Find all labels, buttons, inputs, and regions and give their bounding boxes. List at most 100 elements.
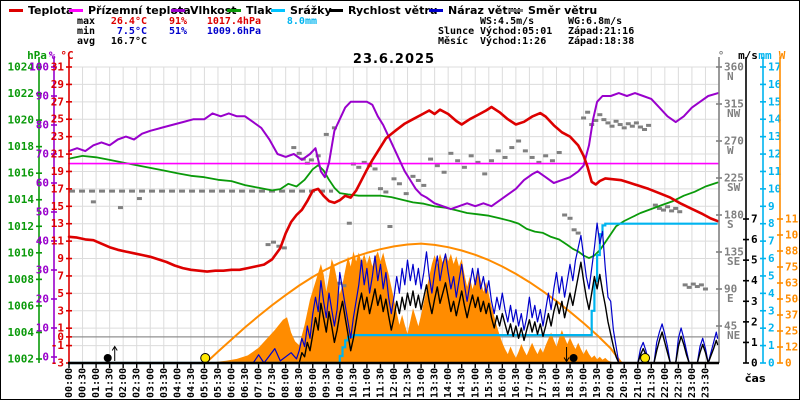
pct-axis-header: % bbox=[49, 49, 56, 62]
legend-item-p-zemn-teplota: Přízemní teplota bbox=[69, 4, 191, 17]
svg-text:1134: 1134 bbox=[785, 213, 800, 226]
svg-text:04:30: 04:30 bbox=[186, 368, 197, 398]
svg-text:06:00: 06:00 bbox=[227, 368, 238, 398]
moon-label: Měsíc bbox=[438, 36, 469, 47]
svg-text:13:30: 13:30 bbox=[430, 368, 441, 398]
legend-label: Tlak bbox=[246, 3, 273, 17]
svg-text:19:30: 19:30 bbox=[592, 368, 603, 398]
svg-text:6: 6 bbox=[768, 252, 775, 265]
stats-row-max: max 26.4°C 91% 1017.4hPa 8.0mm bbox=[77, 17, 317, 27]
wind-gust-stat: WG:6.8m/s bbox=[568, 16, 623, 27]
moonrise-time: Východ:1:26 bbox=[480, 36, 547, 47]
svg-text:1008: 1008 bbox=[8, 273, 35, 286]
sunset-sun-icon bbox=[640, 353, 651, 363]
svg-text:01:00: 01:00 bbox=[91, 368, 102, 398]
svg-text:20: 20 bbox=[36, 293, 49, 306]
svg-text:10:00: 10:00 bbox=[335, 368, 346, 398]
stats-row-sun: Slunce Východ:05:01 Západ:21:16 bbox=[438, 27, 648, 37]
humidity-series bbox=[68, 92, 720, 211]
svg-text:0: 0 bbox=[57, 330, 64, 343]
svg-text:6: 6 bbox=[751, 233, 758, 246]
min-temperature: 7.5°C bbox=[116, 26, 147, 37]
svg-text:19: 19 bbox=[51, 165, 64, 178]
svg-text:1020: 1020 bbox=[8, 114, 35, 127]
svg-text:08:00: 08:00 bbox=[281, 368, 292, 398]
legend-line-icon bbox=[171, 8, 185, 12]
svg-text:16:30: 16:30 bbox=[511, 368, 522, 398]
svg-text:11:30: 11:30 bbox=[375, 368, 386, 398]
svg-text:2: 2 bbox=[768, 322, 775, 335]
svg-text:1: 1 bbox=[751, 336, 758, 349]
svg-text:360: 360 bbox=[724, 61, 744, 74]
svg-text:12:30: 12:30 bbox=[403, 368, 414, 398]
max-label: max bbox=[77, 16, 96, 27]
legend-line-icon bbox=[271, 8, 285, 12]
temperature-series bbox=[67, 105, 719, 273]
svg-text:11:00: 11:00 bbox=[362, 368, 373, 398]
svg-text:3: 3 bbox=[751, 295, 758, 308]
ms-axis: m/s 7 6 5 4 3 2 1 0 bbox=[738, 49, 758, 370]
svg-text:1004: 1004 bbox=[8, 326, 35, 339]
svg-text:10:30: 10:30 bbox=[348, 368, 359, 398]
svg-text:12: 12 bbox=[768, 148, 781, 161]
svg-text:20:30: 20:30 bbox=[619, 368, 630, 398]
max-temperature: 26.4°C bbox=[110, 16, 147, 27]
legend-item-sm-r-v-tru: Směr větru bbox=[509, 4, 597, 17]
svg-text:1016: 1016 bbox=[8, 167, 35, 180]
svg-text:1018: 1018 bbox=[8, 140, 35, 153]
svg-text:882: 882 bbox=[785, 245, 800, 258]
svg-text:25: 25 bbox=[51, 113, 64, 126]
svg-text:05:00: 05:00 bbox=[199, 368, 210, 398]
legend: Teplota Přízemní teplota Vlhkost Tlak Srážky… bbox=[1, 3, 799, 17]
svg-text:21:30: 21:30 bbox=[646, 368, 657, 398]
legend-label: Vlhkost bbox=[190, 3, 237, 17]
svg-text:16: 16 bbox=[768, 78, 782, 91]
svg-text:135: 135 bbox=[724, 246, 744, 259]
svg-text:0: 0 bbox=[751, 357, 758, 370]
svg-text:90: 90 bbox=[724, 283, 737, 296]
svg-text:05:30: 05:30 bbox=[213, 368, 224, 398]
svg-text:23: 23 bbox=[51, 130, 64, 143]
svg-text:0: 0 bbox=[768, 357, 775, 370]
svg-text:22:30: 22:30 bbox=[673, 368, 684, 398]
svg-text:126: 126 bbox=[785, 341, 800, 354]
svg-text:40: 40 bbox=[36, 235, 49, 248]
moonrise-moon-icon bbox=[103, 354, 112, 362]
solar-radiation-series bbox=[204, 251, 622, 363]
legend-label: Rychlost větru bbox=[348, 3, 438, 17]
svg-text:10: 10 bbox=[768, 182, 781, 195]
sunset-time: Západ:21:16 bbox=[568, 26, 635, 37]
svg-text:1022: 1022 bbox=[8, 87, 35, 100]
svg-text:9: 9 bbox=[57, 252, 64, 265]
time-axis-label: čas bbox=[745, 372, 766, 385]
svg-text:17:00: 17:00 bbox=[524, 368, 535, 398]
svg-text:NW: NW bbox=[727, 107, 741, 120]
svg-text:3: 3 bbox=[57, 304, 64, 317]
svg-text:03:00: 03:00 bbox=[145, 368, 156, 398]
deg-axis-header: ° bbox=[718, 49, 725, 62]
svg-text:504: 504 bbox=[785, 293, 800, 306]
svg-text:70: 70 bbox=[36, 148, 49, 161]
svg-text:06:30: 06:30 bbox=[240, 368, 251, 398]
svg-text:14: 14 bbox=[768, 113, 782, 126]
ms-axis-header: m/s bbox=[738, 49, 758, 62]
legend-line-icon bbox=[429, 8, 443, 12]
svg-text:270: 270 bbox=[724, 135, 744, 148]
svg-text:14:30: 14:30 bbox=[457, 368, 468, 398]
svg-text:7: 7 bbox=[768, 235, 775, 248]
svg-text:10: 10 bbox=[36, 322, 49, 335]
legend-item-tlak: Tlak bbox=[227, 3, 273, 17]
min-humidity: 51% bbox=[168, 26, 187, 37]
svg-text:0: 0 bbox=[42, 351, 49, 364]
sunrise-sun-icon bbox=[200, 353, 211, 363]
svg-text:15: 15 bbox=[768, 95, 781, 108]
svg-text:00:30: 00:30 bbox=[78, 368, 89, 398]
avg-temperature: 16.7°C bbox=[110, 36, 147, 47]
svg-text:5: 5 bbox=[751, 254, 758, 267]
svg-text:23:30: 23:30 bbox=[700, 368, 711, 398]
svg-text:1: 1 bbox=[57, 322, 64, 335]
svg-text:22:00: 22:00 bbox=[660, 368, 671, 398]
svg-text:23:00: 23:00 bbox=[687, 368, 698, 398]
svg-text:04:00: 04:00 bbox=[172, 368, 183, 398]
